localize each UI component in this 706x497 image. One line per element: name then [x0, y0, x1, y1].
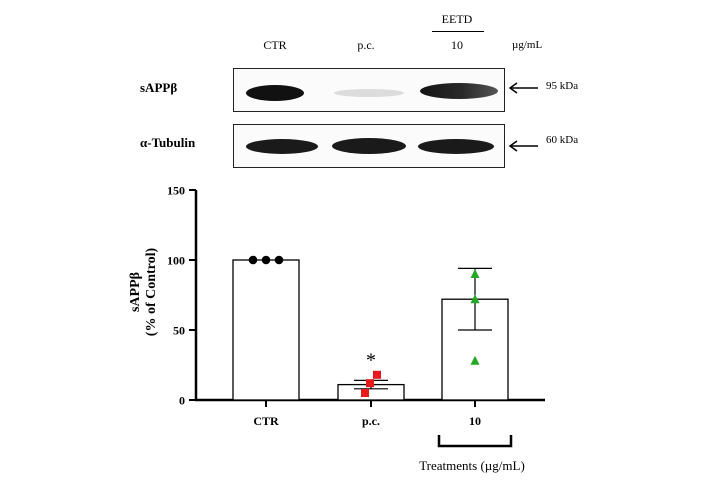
significance-marker-0: * — [366, 349, 376, 371]
eetd-underline — [432, 31, 484, 32]
x-tick-label-0: CTR — [253, 414, 279, 428]
band-tubulin-ctr — [246, 139, 318, 154]
x-tick-label-2: 10 — [469, 414, 481, 428]
data-point-1-2 — [373, 370, 381, 379]
data-point-1-0 — [361, 389, 369, 397]
y-tick-label-0: 0 — [179, 394, 185, 408]
band-sappb-pc — [334, 89, 404, 97]
lane-label-pc: p.c. — [357, 38, 375, 52]
y-tick-label-1: 50 — [173, 324, 185, 338]
lane-label-10: 10 — [451, 38, 463, 52]
x-tick-label-1: p.c. — [362, 414, 380, 428]
chart-xlabel: Treatments (µg/mL) — [419, 458, 525, 473]
bar-0 — [232, 259, 300, 401]
band-sappb-ctr — [246, 85, 304, 101]
arrow-tubulin — [508, 140, 538, 152]
y-tick-label-2: 100 — [167, 254, 185, 268]
kda-label-sappb: 95 kDa — [546, 80, 579, 92]
blot-row-label-sappb: sAPPβ — [140, 80, 178, 95]
treatment-bracket — [437, 435, 513, 448]
data-point-2-2 — [470, 269, 480, 278]
data-point-2-0 — [470, 355, 480, 365]
data-point-0-1 — [261, 255, 271, 265]
data-point-0-0 — [248, 255, 258, 265]
blot-strip-sappb — [233, 68, 505, 112]
data-point-1-1 — [366, 379, 374, 388]
data-point-0-2 — [274, 255, 284, 265]
blot-row-label-tubulin: α-Tubulin — [140, 135, 196, 150]
blot-unit-label: µg/mL — [512, 39, 543, 51]
lane-label-ctr: CTR — [263, 38, 287, 52]
kda-label-tubulin: 60 kDa — [546, 134, 579, 146]
band-tubulin-10 — [418, 139, 494, 154]
band-sappb-10 — [420, 83, 498, 99]
band-tubulin-pc — [332, 138, 406, 154]
arrow-sappb — [508, 82, 538, 94]
blot-strip-tubulin — [233, 124, 505, 168]
y-tick-label-3: 150 — [167, 184, 185, 198]
blot-panel: CTR p.c. EETD 10 µg/mL sAPPβ 95 kDa α-Tu… — [0, 0, 706, 180]
eetd-label: EETD — [441, 12, 473, 26]
data-point-2-1 — [470, 294, 480, 304]
